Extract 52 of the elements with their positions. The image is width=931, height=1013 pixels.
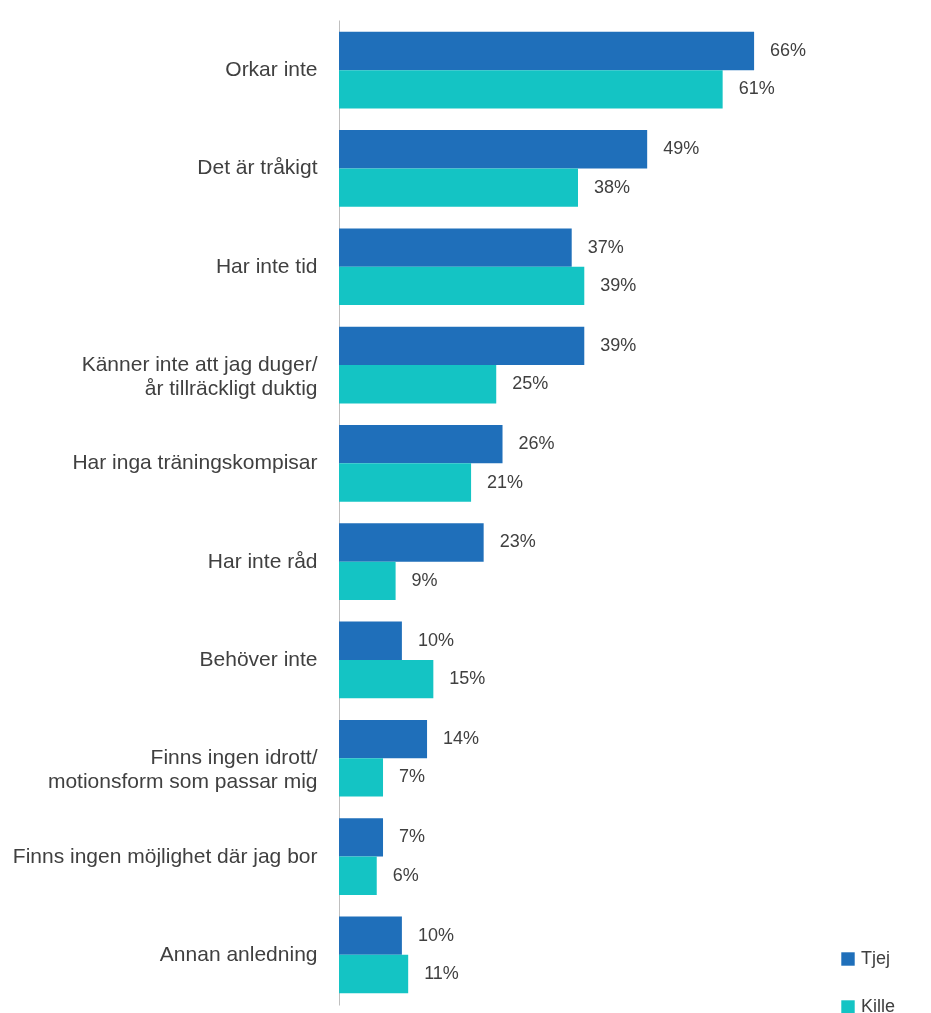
bar	[339, 31, 755, 71]
data-label: 23%	[499, 531, 536, 552]
data-label: 15%	[449, 668, 486, 689]
data-label: 14%	[443, 728, 480, 749]
bar	[339, 954, 409, 994]
data-label: 9%	[411, 569, 438, 590]
bar	[339, 621, 402, 660]
bar	[339, 561, 396, 600]
y-tick-label: Det är tråkigt	[197, 155, 318, 179]
bar	[339, 326, 585, 366]
bar	[339, 168, 578, 207]
bar	[339, 818, 384, 857]
y-tick-label: Finns ingen möjlighet där jag bor	[12, 843, 318, 867]
data-label: 25%	[512, 373, 549, 394]
bar	[339, 365, 497, 404]
data-label: 66%	[770, 39, 807, 60]
y-tick-label: Orkar inte	[225, 57, 318, 81]
bar	[339, 523, 484, 562]
data-label: 21%	[487, 471, 524, 492]
bar	[339, 266, 585, 306]
data-label: 49%	[663, 138, 700, 159]
bar	[339, 228, 572, 267]
bar	[339, 856, 377, 895]
data-label: 39%	[600, 334, 637, 355]
y-tick-label: Annan anledning	[159, 941, 318, 965]
data-label: 26%	[518, 433, 555, 454]
bar	[339, 70, 723, 109]
legend-label: Tjej	[861, 948, 891, 968]
data-label: 11%	[424, 963, 459, 984]
y-tick-label: Har inga träningskompisar	[72, 450, 318, 474]
bar	[339, 719, 428, 759]
data-label: 7%	[399, 766, 426, 787]
data-label: 38%	[593, 176, 631, 197]
legend-label: Kille	[861, 996, 896, 1013]
data-label: 6%	[392, 864, 419, 885]
data-label: 61%	[738, 78, 775, 99]
bar	[339, 463, 472, 502]
y-tick-label: Behöver inte	[199, 646, 318, 670]
bar	[339, 758, 384, 797]
data-label: 7%	[399, 826, 426, 847]
bar	[339, 916, 402, 955]
data-label: 10%	[417, 629, 454, 650]
data-label: 10%	[417, 924, 454, 945]
y-tick-label: Finns ingen idrott/ motionsform som passar mig	[47, 745, 318, 793]
data-label: 39%	[600, 274, 637, 295]
bar	[339, 130, 648, 169]
y-tick-label: Har inte tid	[215, 253, 318, 277]
y-tick-label: Har inte råd	[207, 548, 318, 572]
data-label: 37%	[587, 236, 624, 257]
bar	[339, 659, 434, 699]
y-tick-label: Känner inte att jag duger/ år tillräckligt duktig	[81, 352, 318, 400]
bar	[339, 425, 503, 464]
